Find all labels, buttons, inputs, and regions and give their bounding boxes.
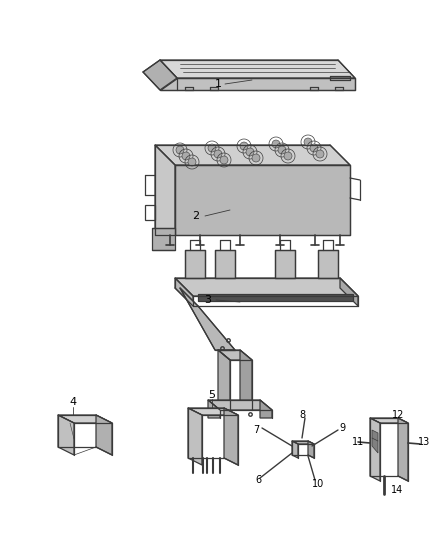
Polygon shape (215, 250, 235, 278)
Text: 8: 8 (299, 410, 305, 420)
Polygon shape (155, 145, 175, 235)
Text: 4: 4 (70, 397, 77, 407)
Circle shape (252, 154, 260, 162)
Polygon shape (152, 228, 175, 250)
Polygon shape (160, 78, 355, 90)
Circle shape (246, 148, 254, 156)
Circle shape (240, 142, 248, 150)
Polygon shape (180, 288, 235, 350)
Text: 14: 14 (391, 485, 403, 495)
Text: 6: 6 (255, 475, 261, 485)
Circle shape (220, 156, 228, 164)
Polygon shape (372, 430, 378, 453)
Polygon shape (224, 408, 238, 465)
Polygon shape (143, 60, 177, 90)
Text: 7: 7 (253, 425, 259, 435)
Polygon shape (218, 350, 230, 410)
Polygon shape (58, 415, 74, 455)
Circle shape (272, 140, 280, 148)
Text: 9: 9 (339, 423, 345, 433)
Circle shape (310, 144, 318, 152)
Polygon shape (58, 415, 112, 423)
Circle shape (316, 150, 324, 158)
Polygon shape (292, 441, 314, 444)
Polygon shape (370, 418, 380, 481)
Polygon shape (292, 441, 298, 458)
Polygon shape (208, 400, 272, 410)
Polygon shape (175, 165, 350, 235)
Polygon shape (188, 408, 202, 465)
Polygon shape (155, 145, 350, 165)
Polygon shape (188, 408, 238, 415)
Text: 1: 1 (215, 79, 222, 89)
Polygon shape (340, 278, 358, 306)
Text: 12: 12 (392, 410, 404, 420)
Circle shape (208, 144, 216, 152)
Polygon shape (318, 250, 338, 278)
Circle shape (214, 150, 222, 158)
Circle shape (182, 152, 190, 160)
Circle shape (278, 146, 286, 154)
Polygon shape (308, 441, 314, 458)
Polygon shape (240, 350, 252, 410)
Polygon shape (218, 350, 252, 360)
Circle shape (304, 138, 312, 146)
Polygon shape (160, 60, 355, 78)
Text: 2: 2 (192, 211, 200, 221)
Polygon shape (275, 250, 295, 278)
Circle shape (284, 152, 292, 160)
Polygon shape (198, 294, 353, 301)
Polygon shape (96, 415, 112, 455)
Polygon shape (185, 250, 205, 278)
Text: 5: 5 (208, 390, 215, 400)
Polygon shape (208, 400, 220, 418)
Text: 11: 11 (352, 437, 364, 447)
Polygon shape (398, 418, 408, 481)
Polygon shape (260, 400, 272, 418)
Text: 3: 3 (205, 295, 212, 305)
Polygon shape (370, 418, 408, 423)
Circle shape (188, 158, 196, 166)
Text: 13: 13 (418, 437, 430, 447)
Circle shape (176, 146, 184, 154)
Polygon shape (175, 278, 358, 296)
Polygon shape (175, 278, 193, 306)
Text: 10: 10 (312, 479, 324, 489)
